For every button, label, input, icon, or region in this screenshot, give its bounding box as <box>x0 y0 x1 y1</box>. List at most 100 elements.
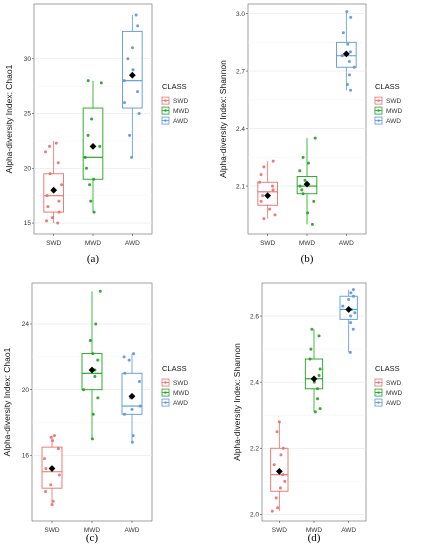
data-point <box>283 479 287 483</box>
data-point <box>45 194 49 198</box>
data-point <box>137 112 141 116</box>
x-tick-label: MWD <box>85 240 102 247</box>
data-point <box>348 350 352 354</box>
data-point <box>82 388 86 392</box>
data-point <box>96 396 100 400</box>
data-point <box>130 440 134 444</box>
data-point <box>123 101 127 105</box>
panel-caption: (d) <box>308 532 321 544</box>
x-tick-label: AWD <box>341 527 356 534</box>
x-tick-label: AWD <box>125 240 140 247</box>
data-point <box>317 374 321 378</box>
data-point <box>347 60 351 63</box>
legend-item-mwd: MWD <box>173 390 190 397</box>
data-point <box>277 420 281 424</box>
data-point <box>348 50 352 54</box>
data-point <box>123 412 127 416</box>
data-point <box>281 473 285 477</box>
mean-marker <box>48 465 56 472</box>
data-point <box>86 133 90 137</box>
data-point <box>308 357 312 361</box>
data-point <box>123 371 127 375</box>
data-point <box>298 184 302 188</box>
box-group-mwd <box>82 79 104 214</box>
data-point <box>131 68 135 72</box>
mean-marker <box>303 180 311 188</box>
legend-item-swd: SWD <box>386 380 401 387</box>
data-point <box>310 327 314 331</box>
legend-key-point <box>164 391 167 394</box>
data-point <box>341 31 345 35</box>
data-point <box>281 446 285 450</box>
data-point <box>96 358 100 362</box>
legend-item-awd: AWD <box>173 118 188 125</box>
y-tick-label: 2.4 <box>236 126 245 133</box>
data-point <box>46 205 50 209</box>
panel-caption: (b) <box>301 253 314 265</box>
data-point <box>347 298 351 302</box>
data-point <box>262 217 266 221</box>
data-point <box>136 90 140 94</box>
data-point <box>138 404 142 408</box>
legend-key-point <box>377 109 380 112</box>
data-point <box>88 183 92 187</box>
y-axis-label: Alpha-diversity Index: Chao1 <box>2 347 12 456</box>
data-point <box>50 503 54 507</box>
data-point <box>259 199 263 203</box>
data-point <box>349 15 353 19</box>
data-point <box>94 322 98 326</box>
chart-d: 2.0 2.2 2.4 2.6 Alpha-diversity Index: Shann… <box>232 282 403 544</box>
data-point <box>340 54 344 58</box>
y-axis-label: Alpha-diversity Index: Chao1 <box>4 64 14 173</box>
y-tick-label: 30 <box>24 56 32 63</box>
legend-item-mwd: MWD <box>386 390 403 397</box>
data-point <box>85 166 89 170</box>
data-point <box>51 439 55 443</box>
data-point <box>351 327 355 331</box>
data-point <box>352 65 356 69</box>
mean-marker <box>310 375 318 383</box>
data-point <box>310 222 314 226</box>
data-point <box>137 379 141 383</box>
data-point <box>48 172 52 176</box>
chart-a: 15 20 25 30 Alpha-diversity Index: Chao1 SWD M… <box>4 3 190 265</box>
x-tick-label: SWD <box>260 240 275 247</box>
chart-c: 16 20 24 Alpha-diversity Index: Chao1 SWD MWD… <box>2 282 190 544</box>
mean-marker <box>128 392 136 400</box>
data-point <box>271 184 275 188</box>
data-point <box>90 437 94 441</box>
y-tick-label: 20 <box>24 165 32 172</box>
data-point <box>261 194 265 198</box>
data-point <box>49 435 53 439</box>
data-point <box>130 46 134 50</box>
y-tick-label: 2.2 <box>250 445 259 452</box>
y-tick-label: 24 <box>22 321 30 328</box>
data-point <box>316 397 320 401</box>
y-tick-label: 2.4 <box>250 379 259 386</box>
data-point <box>44 466 48 470</box>
data-point <box>130 155 134 159</box>
data-point <box>89 199 93 203</box>
legend-item-swd: SWD <box>173 380 188 387</box>
legend-title: CLASS <box>162 82 187 91</box>
legend-item-mwd: MWD <box>173 108 190 115</box>
data-point <box>303 178 307 182</box>
data-point <box>57 473 61 477</box>
data-point <box>88 338 92 342</box>
data-point <box>259 173 263 177</box>
data-point <box>130 407 134 411</box>
data-point <box>276 506 280 510</box>
x-tick-label: SWD <box>44 527 59 534</box>
data-point <box>56 161 60 165</box>
data-point <box>92 210 96 214</box>
legend-item-awd: AWD <box>173 400 188 407</box>
legend-key-point <box>164 119 167 122</box>
data-point <box>48 144 52 148</box>
data-point <box>347 73 351 77</box>
data-point <box>91 352 95 356</box>
legend-key-point <box>164 381 167 384</box>
data-point <box>315 387 319 391</box>
data-point <box>43 150 47 154</box>
data-point <box>136 24 140 28</box>
data-point <box>345 83 349 86</box>
